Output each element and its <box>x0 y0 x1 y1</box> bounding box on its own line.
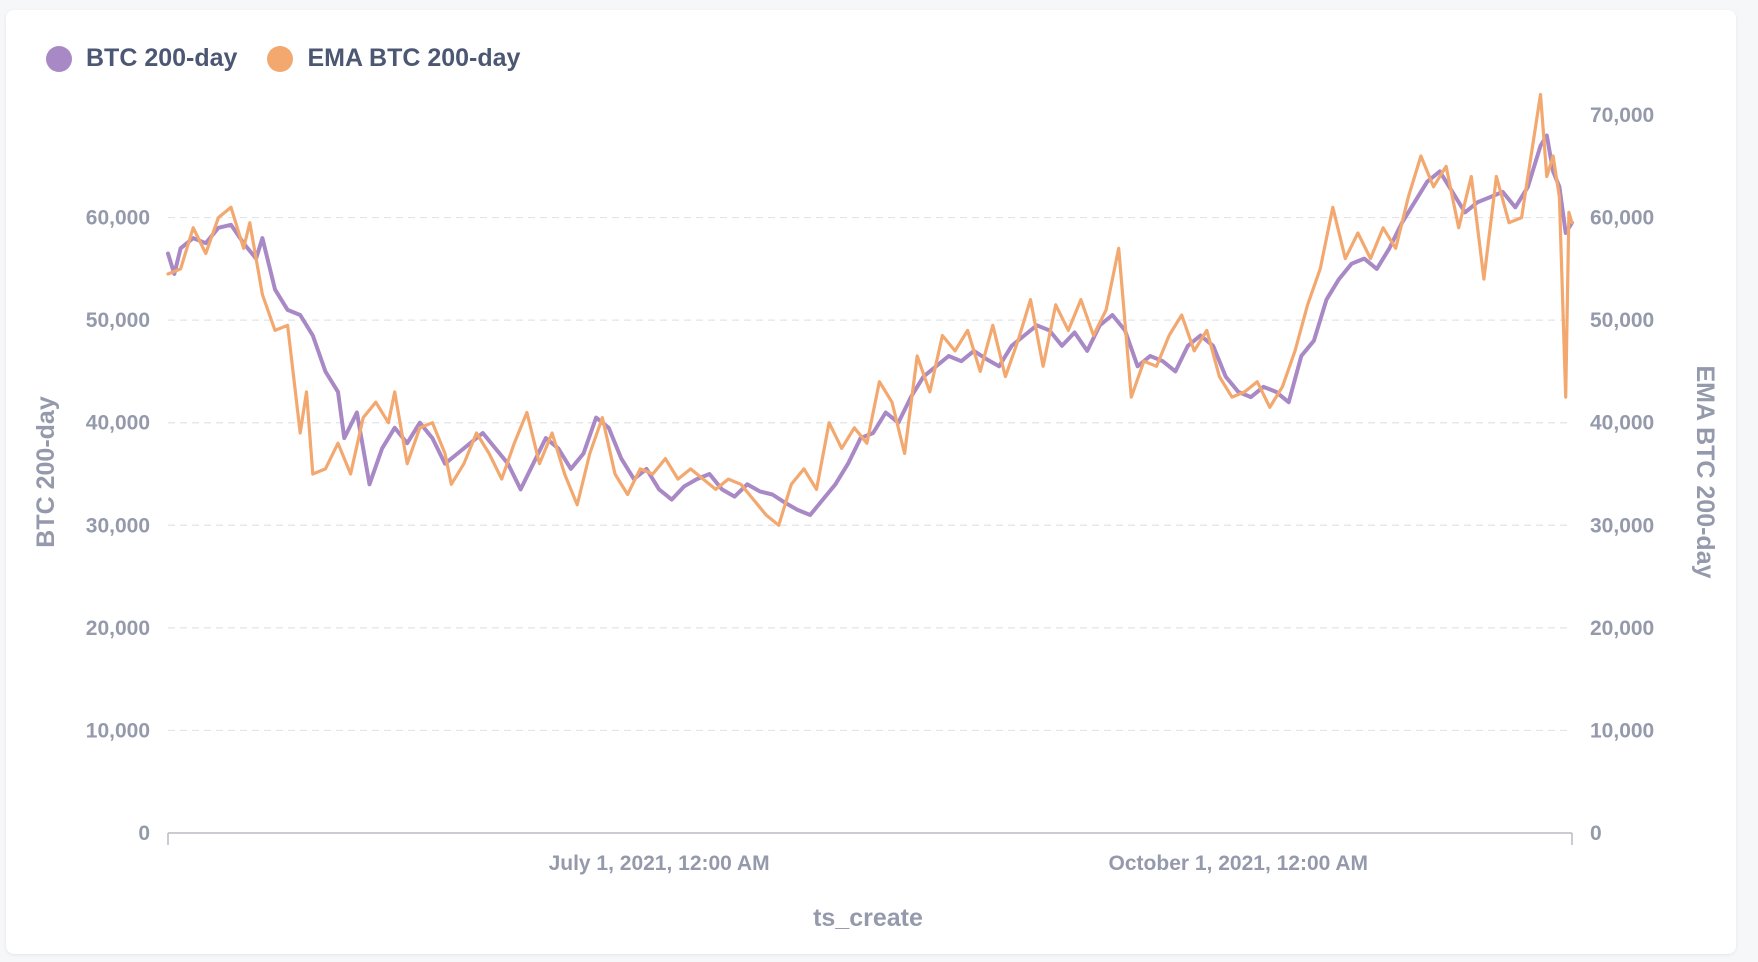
y-right-tick-label: 10,000 <box>1590 719 1654 742</box>
y-right-tick-label: 0 <box>1590 822 1602 845</box>
y-right-tick-label: 20,000 <box>1590 617 1654 640</box>
legend-dot-icon <box>46 45 72 72</box>
legend-dot-icon <box>267 45 294 72</box>
y-left-tick-label: 10,000 <box>86 719 150 742</box>
y-left-axis-title: BTC 200-day <box>32 396 60 548</box>
y-right-tick-label: 60,000 <box>1590 207 1654 230</box>
y-right-tick-label: 50,000 <box>1590 309 1654 332</box>
y-left-tick-label: 30,000 <box>86 514 150 537</box>
legend-item-ema[interactable]: EMA BTC 200-day <box>267 44 520 73</box>
y-right-tick-label: 30,000 <box>1590 514 1654 537</box>
y-right-tick-label: 70,000 <box>1590 104 1654 127</box>
legend: BTC 200-day EMA BTC 200-day <box>46 44 520 73</box>
series-line-btc <box>166 133 1574 517</box>
y-left-tick-label: 20,000 <box>86 617 150 640</box>
x-tick-label: October 1, 2021, 12:00 AM <box>1109 852 1369 875</box>
y-right-axis-title: EMA BTC 200-day <box>1691 365 1719 578</box>
y-right-tick-label: 40,000 <box>1590 412 1654 435</box>
y-left-tick-label: 60,000 <box>86 207 150 230</box>
y-left-tick-label: 50,000 <box>86 309 150 332</box>
legend-label: EMA BTC 200-day <box>307 44 521 72</box>
legend-item-btc[interactable]: BTC 200-day <box>46 44 237 73</box>
series-line-ema <box>166 92 1574 527</box>
legend-label: BTC 200-day <box>86 44 238 72</box>
y-left-tick-label: 0 <box>138 822 150 845</box>
x-tick-label: July 1, 2021, 12:00 AM <box>549 852 770 875</box>
y-left-tick-label: 40,000 <box>86 412 150 435</box>
x-axis-title: ts_create <box>813 904 923 932</box>
